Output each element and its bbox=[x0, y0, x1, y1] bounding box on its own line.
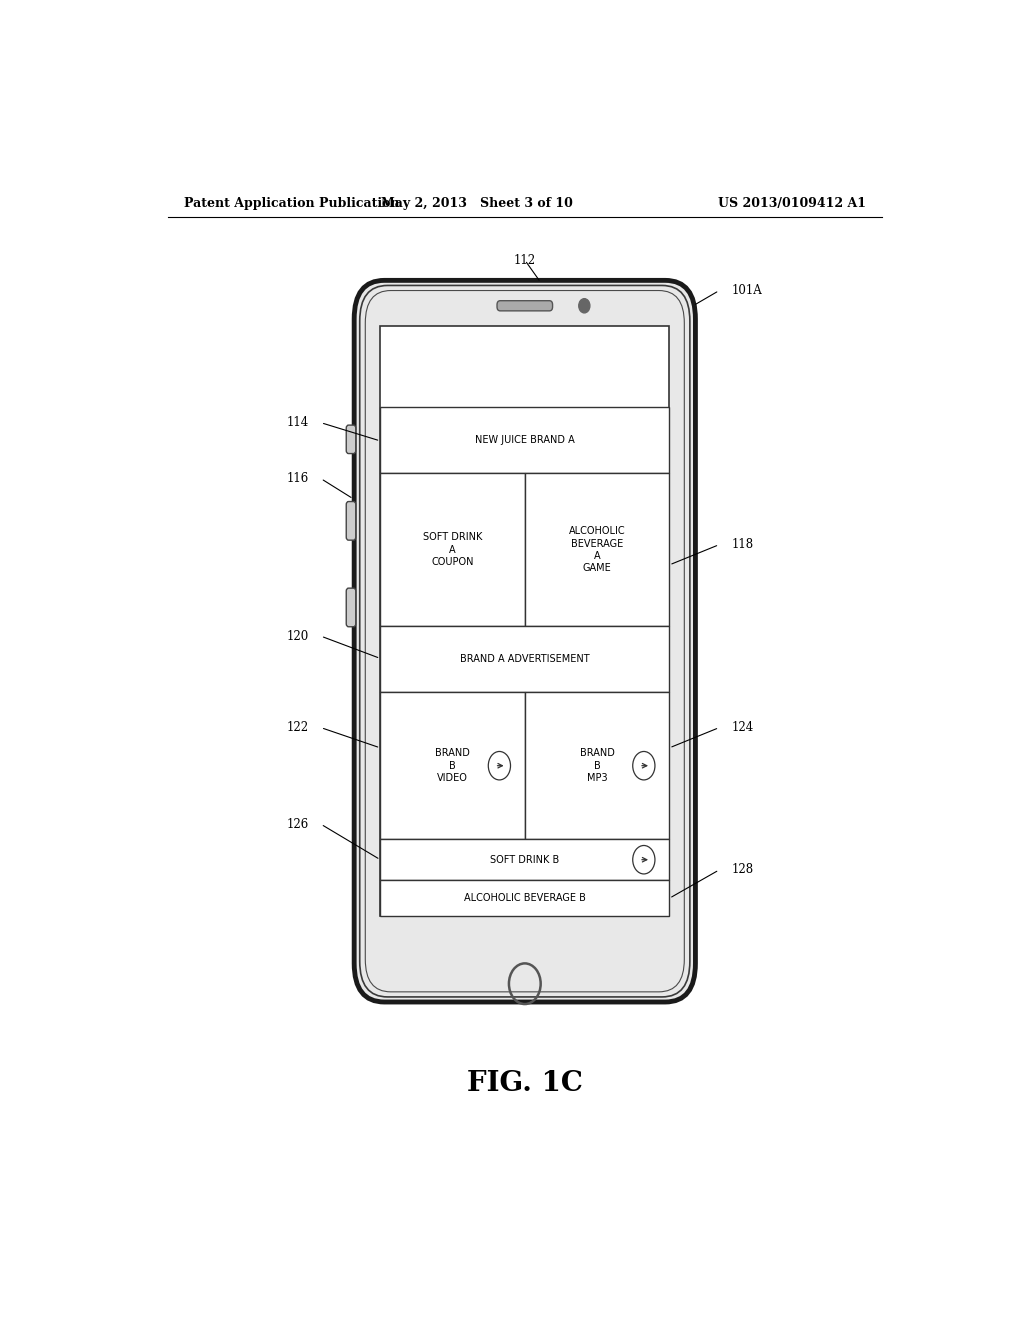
Bar bbox=[380, 474, 524, 626]
Text: 122: 122 bbox=[287, 721, 309, 734]
Text: 128: 128 bbox=[731, 863, 754, 876]
Text: BRAND A ADVERTISEMENT: BRAND A ADVERTISEMENT bbox=[460, 653, 590, 664]
FancyBboxPatch shape bbox=[346, 502, 355, 540]
Text: FIG. 1C: FIG. 1C bbox=[467, 1069, 583, 1097]
FancyBboxPatch shape bbox=[346, 589, 355, 627]
Bar bbox=[380, 326, 670, 916]
Text: Patent Application Publication: Patent Application Publication bbox=[183, 197, 399, 210]
Text: 126: 126 bbox=[287, 817, 309, 830]
Text: BRAND
B
VIDEO: BRAND B VIDEO bbox=[435, 748, 470, 783]
Text: 124: 124 bbox=[731, 721, 754, 734]
Text: BRAND
B
MP3: BRAND B MP3 bbox=[580, 748, 614, 783]
Text: SOFT DRINK B: SOFT DRINK B bbox=[490, 855, 559, 865]
Bar bbox=[380, 692, 524, 840]
Text: SOFT DRINK
A
COUPON: SOFT DRINK A COUPON bbox=[423, 532, 482, 568]
Text: ALCOHOLIC
BEVERAGE
A
GAME: ALCOHOLIC BEVERAGE A GAME bbox=[568, 527, 626, 573]
Bar bbox=[524, 474, 670, 626]
Text: 116: 116 bbox=[287, 473, 309, 484]
Text: May 2, 2013   Sheet 3 of 10: May 2, 2013 Sheet 3 of 10 bbox=[381, 197, 573, 210]
Bar bbox=[380, 408, 670, 474]
Text: 112: 112 bbox=[514, 253, 536, 267]
Text: ALCOHOLIC BEVERAGE B: ALCOHOLIC BEVERAGE B bbox=[464, 892, 586, 903]
Bar bbox=[380, 840, 670, 880]
Bar bbox=[380, 880, 670, 916]
Text: 114: 114 bbox=[287, 416, 309, 429]
Text: 101A: 101A bbox=[731, 284, 762, 297]
Bar bbox=[524, 692, 670, 840]
Circle shape bbox=[579, 298, 590, 313]
Bar bbox=[380, 626, 670, 692]
FancyBboxPatch shape bbox=[497, 301, 553, 312]
FancyBboxPatch shape bbox=[346, 425, 355, 454]
FancyBboxPatch shape bbox=[354, 280, 695, 1002]
Text: 120: 120 bbox=[287, 630, 309, 643]
Text: 118: 118 bbox=[731, 539, 754, 552]
Text: US 2013/0109412 A1: US 2013/0109412 A1 bbox=[718, 197, 866, 210]
Text: NEW JUICE BRAND A: NEW JUICE BRAND A bbox=[475, 436, 574, 445]
